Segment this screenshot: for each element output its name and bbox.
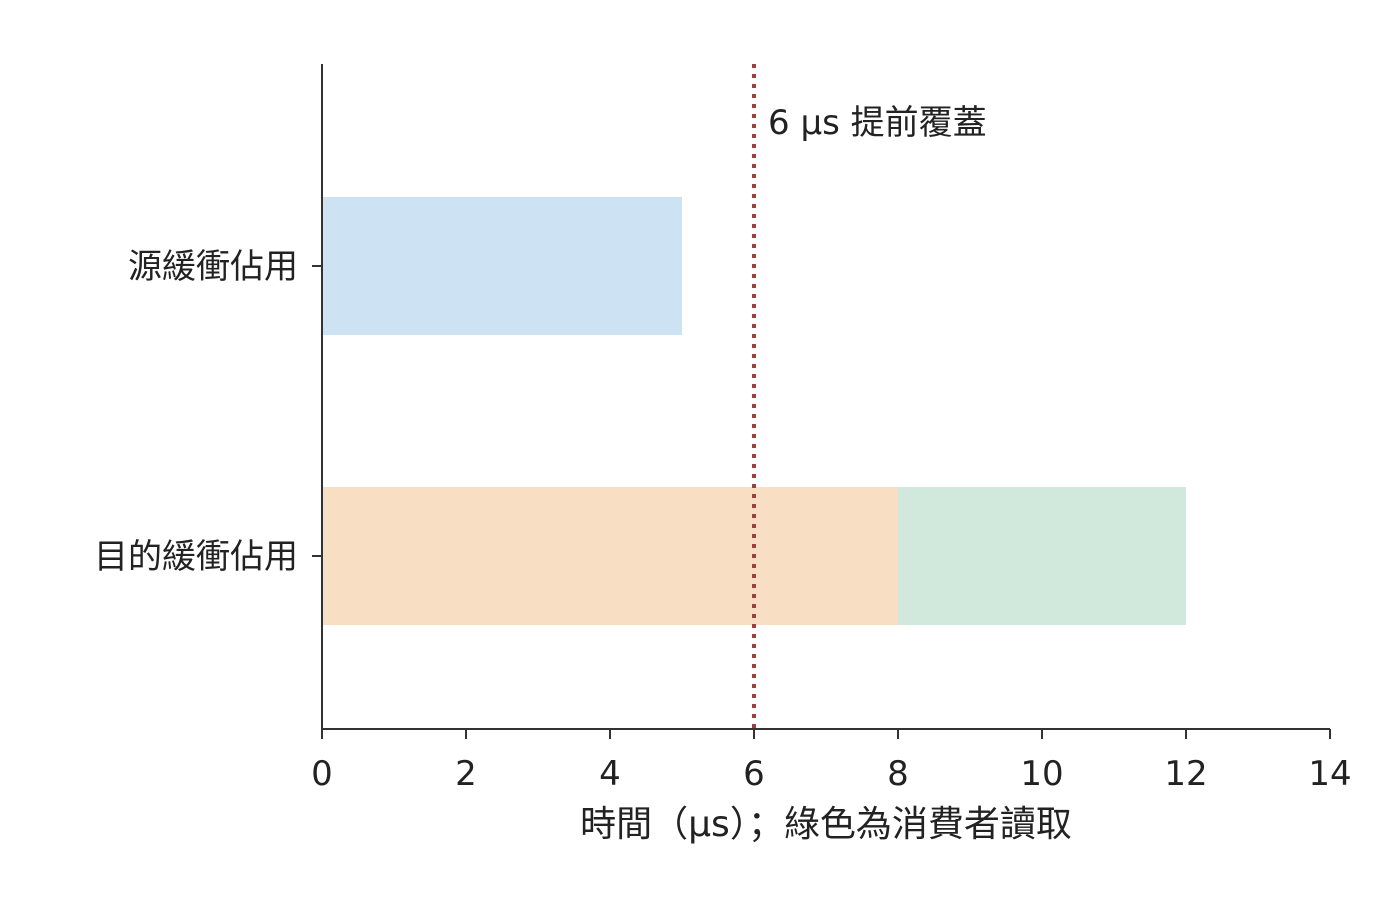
x-tick-label: 8: [887, 754, 909, 794]
y-tick-label: 目的緩衝佔用: [94, 537, 298, 577]
x-tick-label: 14: [1308, 754, 1351, 794]
bar-segment: [322, 487, 898, 625]
x-tick-label: 2: [455, 754, 477, 794]
x-axis: 0 2 4 6 8 10 12 14: [311, 728, 1352, 794]
bar-segment: [322, 197, 682, 335]
bars-layer: [322, 197, 1186, 625]
x-tick-label: 10: [1020, 754, 1063, 794]
reference-line-label: 6 μs 提前覆蓋: [768, 103, 987, 143]
x-tick-label: 0: [311, 754, 333, 794]
x-tick-label: 6: [743, 754, 765, 794]
reference-line-layer: 6 μs 提前覆蓋: [752, 64, 987, 729]
y-tick-label: 源緩衝佔用: [128, 247, 298, 287]
x-tick-label: 4: [599, 754, 621, 794]
x-axis-label: 時間（μs）；綠色為消費者讀取: [580, 804, 1072, 845]
bar-segment: [898, 487, 1186, 625]
x-tick-label: 12: [1164, 754, 1207, 794]
